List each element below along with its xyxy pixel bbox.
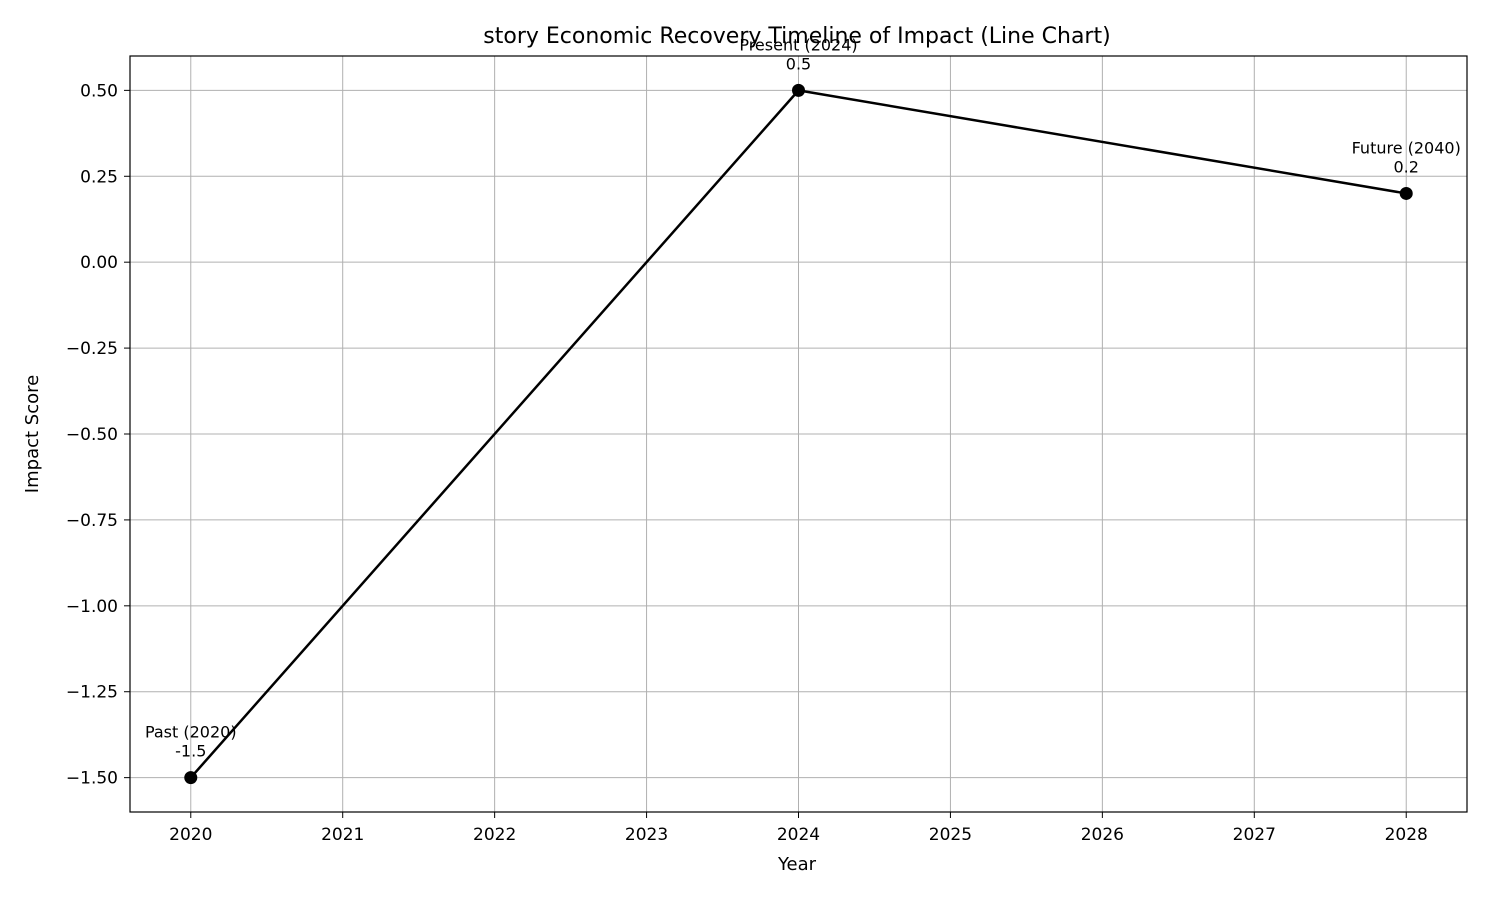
axis-ticks: 2020 2021 2022 2023 2024 2025 2026 2027 2028 0.50… bbox=[66, 81, 1428, 845]
series-line bbox=[184, 83, 1413, 785]
chart-title: story Economic Recovery Timeline of Impa… bbox=[483, 24, 1110, 49]
y-tick-label: −1.50 bbox=[66, 769, 118, 789]
x-tick-label: 2028 bbox=[1385, 825, 1428, 845]
point-label: Past (2020) bbox=[145, 723, 237, 742]
x-tick-label: 2020 bbox=[169, 825, 212, 845]
data-point-marker bbox=[1399, 186, 1413, 200]
point-label: Present (2024) bbox=[739, 35, 857, 54]
x-tick-label: 2021 bbox=[321, 825, 364, 845]
point-value-label: 0.5 bbox=[786, 54, 811, 73]
x-tick-label: 2027 bbox=[1233, 825, 1276, 845]
y-tick-label: −0.75 bbox=[66, 511, 118, 531]
point-annotations: Past (2020)-1.5 Present (2024)0.5 Future (… bbox=[145, 35, 1461, 760]
y-tick-label: −0.25 bbox=[66, 339, 118, 359]
data-point-marker bbox=[792, 83, 805, 97]
point-value-label: -1.5 bbox=[175, 742, 206, 761]
point-value-label: 0.2 bbox=[1394, 157, 1419, 176]
y-tick-label: 0.50 bbox=[80, 81, 118, 101]
y-tick-label: −1.00 bbox=[66, 597, 118, 617]
grid-lines bbox=[130, 56, 1467, 812]
x-tick-label: 2026 bbox=[1081, 825, 1124, 845]
x-tick-label: 2022 bbox=[473, 825, 516, 845]
y-tick-label: −0.50 bbox=[66, 425, 118, 445]
y-tick-label: −1.25 bbox=[66, 683, 118, 703]
x-tick-label: 2025 bbox=[929, 825, 972, 845]
y-tick-label: 0.00 bbox=[80, 253, 118, 273]
x-tick-label: 2023 bbox=[625, 825, 668, 845]
point-label: Future (2040) bbox=[1352, 138, 1461, 157]
data-point-marker bbox=[184, 771, 198, 785]
y-tick-label: 0.25 bbox=[80, 167, 118, 187]
x-tick-label: 2024 bbox=[777, 825, 820, 845]
x-axis-label: Year bbox=[777, 854, 817, 875]
y-axis-label: Impact Score bbox=[22, 375, 43, 493]
